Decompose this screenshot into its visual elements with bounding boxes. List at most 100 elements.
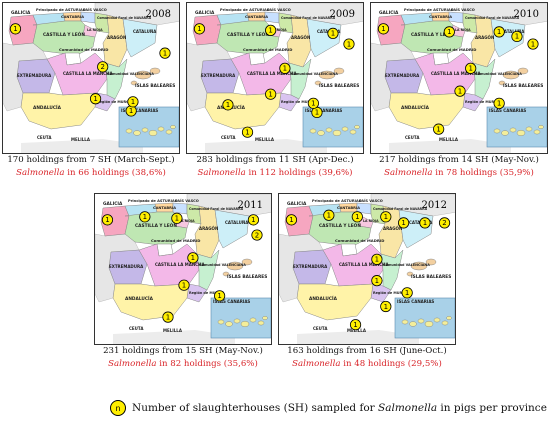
marker-count: 1 (245, 129, 249, 137)
canarias-island (217, 319, 225, 325)
label-extremadura: EXTREMADURA (17, 73, 52, 78)
marker-count: 1 (405, 289, 409, 297)
label-castilla-mancha: CASTILLA LA MANCHA (431, 71, 481, 76)
region-andalucia (296, 283, 374, 321)
label-baleares: ISLAS BALEARES (503, 83, 543, 89)
marker-circle (9, 23, 22, 35)
slaughterhouse-marker: 1 (265, 24, 277, 36)
label-castilla-mancha: CASTILLA LA MANCHA (155, 262, 205, 267)
region-castilla-leon (216, 20, 280, 56)
map-panel-2012: GALICIA Principado de ASTURIAS CANTABRIA PA… (278, 193, 456, 397)
canarias-island (262, 316, 268, 320)
label-pais-vasco: PAÍS VASCO (451, 7, 475, 12)
marker-count: 1 (311, 100, 315, 108)
marker-circle (380, 300, 392, 313)
canarias-island (148, 129, 158, 136)
label-navarra: Comunidad Foral de NAVARRA (189, 207, 244, 211)
slaughterhouse-marker: 1 (349, 319, 362, 331)
marker-circle (380, 211, 392, 223)
label-ceuta: CEUTA (37, 135, 52, 140)
marker-count: 1 (166, 313, 170, 321)
label-ceuta: CEUTA (313, 326, 328, 331)
marker-count: 1 (515, 33, 519, 41)
label-ceuta: CEUTA (405, 135, 420, 140)
label-galicia: GALICIA (379, 10, 399, 16)
label-andalucia: ANDALUCÍA (125, 294, 154, 302)
canarias-island (349, 129, 357, 135)
slaughterhouse-marker: 1 (241, 126, 254, 138)
marker-circle (265, 88, 277, 100)
label-baleares: ISLAS BALEARES (227, 274, 267, 280)
slaughterhouse-marker: 1 (159, 47, 171, 59)
marker-circle (371, 253, 383, 265)
canarias-island (493, 128, 501, 134)
slaughterhouse-marker: 1 (193, 23, 206, 35)
region-cataluna (398, 209, 434, 249)
marker-circle (327, 27, 339, 40)
label-navarra: Comunidad Foral de NAVARRA (373, 207, 428, 211)
panel-year: 2010 (513, 9, 539, 20)
region-navarra (94, 12, 110, 34)
slaughterhouse-marker: 1 (125, 105, 137, 117)
region-navarra (462, 12, 478, 34)
marker-count: 1 (447, 28, 451, 36)
caption-holdings: 170 holdings from 7 SH (March-Sept.) (7, 155, 175, 165)
label-ceuta: CEUTA (221, 135, 236, 140)
slaughterhouse-marker: 1 (139, 211, 151, 223)
slaughterhouse-marker: 1 (371, 275, 383, 287)
marker-circle (465, 62, 477, 74)
marker-circle (493, 97, 505, 109)
label-la-rioja: LA RIOJA (87, 28, 103, 32)
label-aragon: ARAGÓN (383, 226, 402, 231)
marker-circle (97, 61, 109, 73)
marker-count: 1 (497, 28, 501, 36)
marker-circle (187, 252, 199, 264)
caption-salmonella-count: in 48 holdings (29,5%) (340, 359, 442, 369)
canarias-island (446, 316, 452, 320)
slaughterhouse-marker: 1 (527, 38, 539, 50)
marker-count: 1 (175, 215, 179, 223)
canarias-island (341, 126, 349, 132)
slaughterhouse-marker: 1 (398, 217, 410, 229)
baleares-island (318, 70, 336, 80)
africa-area (297, 330, 419, 344)
slaughterhouse-marker: 1 (247, 214, 260, 226)
canarias-island (157, 126, 165, 132)
canarias-island (125, 128, 133, 134)
marker-count: 1 (347, 40, 351, 48)
caption-salmonella: Salmonella in 82 holdings (35,6%) (94, 359, 272, 369)
marker-circle (454, 85, 466, 97)
label-madrid: Comunidad de MADRID (243, 47, 292, 52)
marker-count: 1 (331, 30, 335, 38)
caption-salmonella: Salmonella in 78 holdings (35,9%) (370, 168, 548, 178)
label-valenciana: Comunidad VALENCIANA (383, 263, 430, 267)
marker-circle (438, 217, 451, 229)
marker-circle (222, 99, 234, 111)
caption-holdings: 231 holdings from 15 SH (May-Nov.) (103, 346, 263, 356)
label-extremadura: EXTREMADURA (201, 73, 236, 78)
marker-count: 1 (384, 213, 388, 221)
caption-salmonella-italic: Salmonella (108, 359, 157, 369)
baleares-island (222, 271, 230, 277)
marker-circle (343, 38, 355, 50)
marker-circle (433, 123, 445, 135)
label-cantabria: CANTABRIA (61, 15, 84, 19)
marker-count: 1 (129, 107, 133, 115)
marker-circle (371, 275, 383, 287)
caption-salmonella-count: in 82 holdings (35,6%) (156, 359, 258, 369)
caption-salmonella-count: in 66 holdings (38,6%) (64, 168, 166, 178)
region-castilla-leon (32, 20, 96, 56)
label-valenciana: Comunidad VALENCIANA (475, 72, 522, 76)
baleares-island (226, 261, 244, 271)
marker-circle (285, 214, 298, 226)
label-valenciana: Comunidad VALENCIANA (199, 263, 246, 267)
label-galicia: GALICIA (195, 10, 215, 16)
region-andalucia (388, 92, 466, 130)
slaughterhouse-marker: 1 (351, 211, 363, 223)
slaughterhouse-marker: 1 (222, 99, 234, 111)
caption-holdings: 163 holdings from 16 SH (June-Oct.) (287, 346, 447, 356)
label-cataluna: CATALUÑA (501, 29, 525, 34)
marker-circle (401, 287, 413, 299)
map-panel-2010: GALICIA Principado de ASTURIAS CANTABRIA PA… (370, 2, 548, 206)
canarias-island (325, 127, 333, 133)
